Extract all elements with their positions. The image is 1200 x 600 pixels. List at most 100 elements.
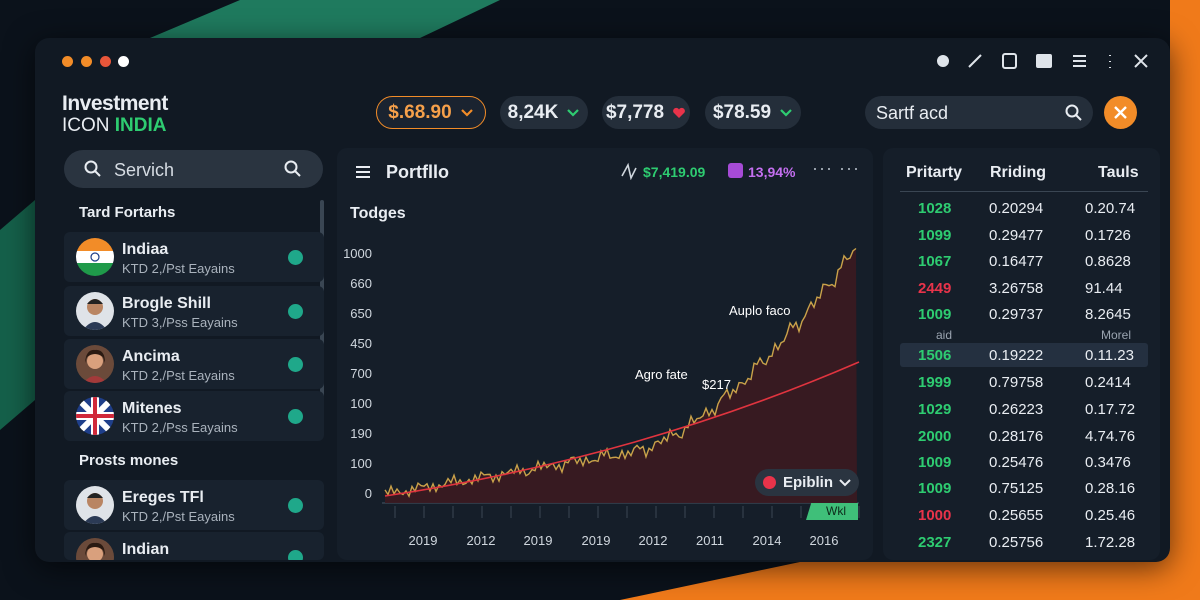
y-tick-label: 0 [365,486,372,501]
brand-sub: ICON INDIA [62,115,167,137]
table-cell: aid [936,328,953,342]
table-row: 1000 0.25655 0.25.46 [900,503,1148,527]
chart-tag: Wkl [806,503,858,520]
item-sub: KTD 2,/Pst Eayains [122,261,235,276]
x-tick-label: 2014 [753,533,782,548]
more-icons[interactable]: ··· ··· [812,158,860,178]
sidebar-search-text: Servich [114,160,175,180]
ticker-icon [780,108,792,117]
avatar [76,538,114,560]
table-cell: 0.25476 [989,454,1044,471]
avatar-frame [76,345,114,383]
table-cell: 0.29477 [989,227,1044,244]
x-tick-label: 2012 [467,533,496,548]
avatar-frame [76,538,114,560]
icon-menu[interactable] [1073,55,1086,67]
table-row: 1028 0.20294 0.20.74 [900,196,1148,220]
table-row: 1029 0.26223 0.17.72 [900,397,1148,421]
table-row: 1999 0.79758 0.2414 [900,370,1148,394]
window-dot[interactable] [100,56,111,67]
table-cell: 1000 [918,507,952,524]
table-cell: 0.75125 [989,480,1044,497]
table-row: 2327 0.25756 1.72.28 [900,530,1148,554]
table-cell: 0.26223 [989,401,1044,418]
ticker-pill[interactable]: 8,24K [500,96,588,129]
table-cell: 3.26758 [989,280,1044,297]
close-button[interactable] [1104,96,1137,129]
table-row: 1009 0.25476 0.3476 [900,450,1148,474]
window-dot[interactable] [118,56,129,67]
ticker-icon [567,108,580,117]
sidebar-item[interactable]: Indiaa KTD 2,/Pst Eayains [64,232,324,282]
table-cell: 8.2645 [1085,306,1131,323]
table-row: aid Morel [900,324,1148,348]
x-tick-label: 2012 [639,533,668,548]
x-tick-label: 2019 [409,533,438,548]
table-cell: Morel [1101,328,1132,342]
table-cell: 0.25.46 [1085,507,1136,524]
table-cell: 0.16477 [989,253,1044,270]
x-tick-label: 2016 [810,533,839,548]
item-name: Indiaa [122,241,169,258]
y-tick-label: 650 [350,306,372,321]
ticker-pill[interactable]: $7,778 [602,96,690,129]
item-name: Indian [122,541,170,558]
sidebar-search[interactable]: Servich [64,150,323,188]
icon-close[interactable] [1134,54,1148,68]
table-cell: 0.11.23 [1085,347,1134,364]
table-cell: 0.8628 [1085,253,1131,270]
sidebar-item[interactable]: Ancima KTD 2,/Pst Eayains [64,339,324,389]
chart-annotation: $217 [702,377,731,392]
bg-green-left [0,200,35,430]
ticker-pill[interactable]: $78.59 [705,96,801,129]
table-cell: 1099 [918,227,952,244]
table-cell: 0.20.74 [1085,200,1136,217]
ticker-label: 8,24K [507,101,559,123]
ticker-label: $.68.90 [388,101,452,123]
x-tick-label: 2019 [524,533,553,548]
section-title: Prosts mones [79,452,179,469]
table-cell: 0.17.72 [1085,401,1136,418]
sidebar-item[interactable]: Indian [64,532,324,560]
avatar [76,397,114,435]
trend-line [384,361,860,497]
sidebar-item[interactable]: Mitenes KTD 2,/Pss Eayains [64,391,324,441]
table-row: 1506 0.19222 0.11.23 [900,343,1148,367]
table-row: 1009 0.75125 0.28.16 [900,476,1148,500]
table-row: 1099 0.29477 0.1726 [900,223,1148,247]
item-sub: KTD 2,/Pst Eayains [122,509,235,524]
table-cell: 0.2414 [1085,374,1131,391]
panel-menu-icon[interactable] [355,164,371,180]
chart-annotation: Agro fate [635,367,688,382]
sidebar-item[interactable]: Brogle Shill KTD 3,/Pss Eayains [64,286,324,336]
status-dot [288,250,303,265]
table-cell: 0.29737 [989,306,1044,323]
icon-settings[interactable] [937,55,949,67]
table-cell: 1999 [918,374,952,391]
table-cell: 0.79758 [989,374,1044,391]
table-row: 1009 0.29737 8.2645 [900,302,1148,326]
window-dot[interactable] [81,56,92,67]
table-cell: 1009 [918,454,952,471]
item-sub: KTD 2,/Pss Eayains [122,420,238,435]
status-dot [288,357,303,372]
icon-doc[interactable] [1002,53,1017,69]
search-box[interactable]: Sartf acd [865,96,1093,129]
avatar-frame [76,397,114,435]
avatar [76,292,114,330]
icon-folder[interactable] [1036,54,1052,68]
item-name: Mitenes [122,400,182,417]
window-dot[interactable] [62,56,73,67]
icon-edit[interactable] [968,54,982,68]
portfolio-change: 13,94% [748,164,796,180]
table-cell: 2327 [918,534,952,551]
ticker-pill[interactable]: $.68.90 [376,96,486,129]
y-tick-label: 100 [350,456,372,471]
sidebar-item[interactable]: Ereges TFl KTD 2,/Pst Eayains [64,480,324,530]
item-name: Ancima [122,348,180,365]
table-header: Pritarty [906,164,963,181]
table-row: 1067 0.16477 0.8628 [900,249,1148,273]
avatar [76,345,114,383]
chart-dropdown[interactable]: Epiblin [755,469,859,496]
